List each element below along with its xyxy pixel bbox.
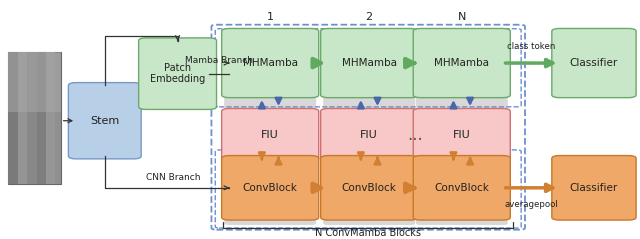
Text: FIU: FIU <box>453 130 470 140</box>
Text: ConvBlock: ConvBlock <box>435 183 489 193</box>
FancyBboxPatch shape <box>139 38 216 109</box>
Text: N ConvMamba Blocks: N ConvMamba Blocks <box>316 228 421 238</box>
FancyBboxPatch shape <box>413 28 510 98</box>
Text: ConvBlock: ConvBlock <box>342 183 397 193</box>
Text: MHMamba: MHMamba <box>342 58 397 68</box>
FancyBboxPatch shape <box>224 29 316 225</box>
Bar <box>8 53 18 184</box>
Bar <box>8 53 61 184</box>
Text: ConvBlock: ConvBlock <box>243 183 298 193</box>
Text: CNN Branch: CNN Branch <box>146 173 201 182</box>
Text: ...: ... <box>408 126 423 144</box>
Text: Stem: Stem <box>90 116 120 126</box>
FancyBboxPatch shape <box>68 83 141 159</box>
Bar <box>28 53 36 184</box>
Text: MHMamba: MHMamba <box>435 58 489 68</box>
FancyBboxPatch shape <box>321 109 418 161</box>
Text: Mamba Branch: Mamba Branch <box>185 56 253 65</box>
Text: 1: 1 <box>267 12 274 22</box>
Bar <box>18 53 28 184</box>
Text: FIU: FIU <box>360 130 378 140</box>
Text: Classifier: Classifier <box>570 58 618 68</box>
Text: N: N <box>458 12 466 22</box>
Bar <box>36 53 46 184</box>
Text: MHMamba: MHMamba <box>243 58 298 68</box>
FancyBboxPatch shape <box>221 28 319 98</box>
Text: Classifier: Classifier <box>570 183 618 193</box>
Text: 2: 2 <box>365 12 372 22</box>
Bar <box>46 53 56 184</box>
Text: FIU: FIU <box>261 130 279 140</box>
FancyBboxPatch shape <box>321 156 418 220</box>
FancyBboxPatch shape <box>413 109 510 161</box>
FancyBboxPatch shape <box>323 29 415 225</box>
FancyBboxPatch shape <box>221 109 319 161</box>
FancyBboxPatch shape <box>321 28 418 98</box>
FancyBboxPatch shape <box>552 156 636 220</box>
FancyBboxPatch shape <box>221 156 319 220</box>
Bar <box>8 53 61 112</box>
FancyBboxPatch shape <box>416 29 508 225</box>
FancyBboxPatch shape <box>552 28 636 98</box>
Text: Patch
Embedding: Patch Embedding <box>150 63 205 84</box>
Text: averagepool: averagepool <box>504 200 558 209</box>
Text: class token: class token <box>507 42 556 51</box>
FancyBboxPatch shape <box>413 156 510 220</box>
